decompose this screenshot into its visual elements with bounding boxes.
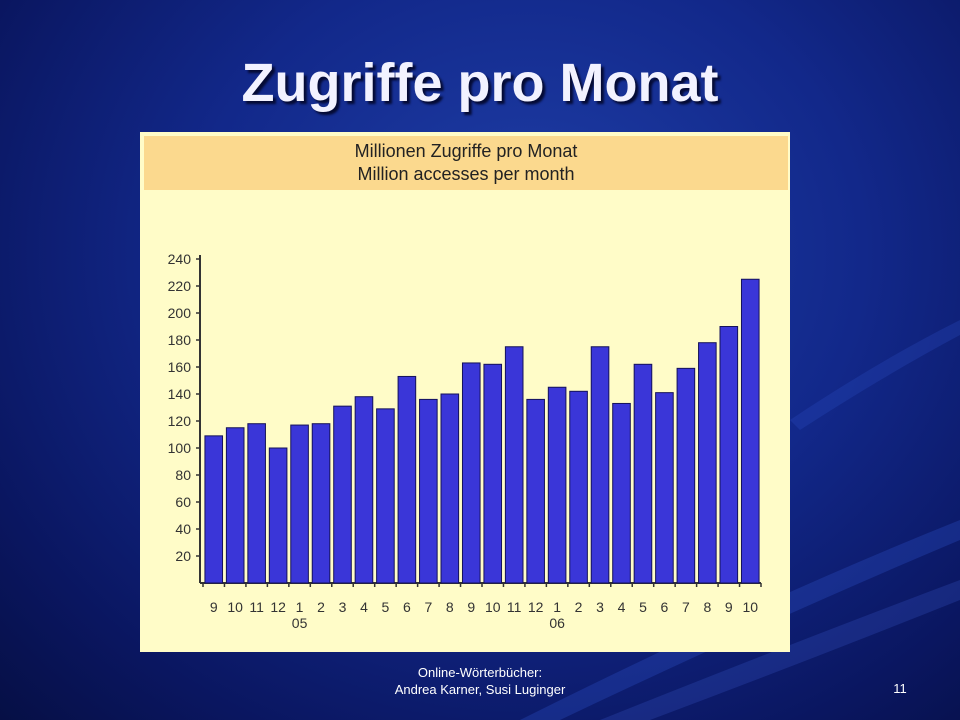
- y-tick-label: 220: [168, 278, 192, 294]
- x-tick-label: 4: [360, 599, 368, 615]
- x-tick-label: 10: [742, 599, 758, 615]
- bar: [311, 423, 331, 584]
- x-tick-label: 9: [210, 599, 218, 615]
- x-tick-label: 5: [382, 599, 390, 615]
- y-tick-label: 160: [168, 359, 192, 375]
- bar: [719, 326, 739, 584]
- bar: [225, 427, 245, 584]
- y-tick-label: 200: [168, 305, 192, 321]
- bar: [204, 435, 224, 584]
- y-tick-label: 100: [168, 440, 192, 456]
- x-tick-label: 10: [227, 599, 243, 615]
- bar: [354, 396, 374, 584]
- y-tick-label: 60: [175, 494, 191, 510]
- bar: [655, 392, 674, 584]
- y-tick-label: 140: [168, 386, 192, 402]
- x-tick-label: 9: [725, 599, 733, 615]
- bar: [590, 346, 610, 584]
- y-tick-label: 120: [168, 413, 192, 429]
- x-tick-label: 7: [682, 599, 690, 615]
- bar: [419, 398, 438, 584]
- y-tick-label: 80: [175, 467, 191, 483]
- y-tick-label: 20: [175, 548, 191, 564]
- x-tick-label: 1: [553, 599, 561, 615]
- y-tick-label: 40: [175, 521, 191, 537]
- x-tick-label: 6: [403, 599, 411, 615]
- x-tick-label: 2: [317, 599, 325, 615]
- x-tick-label: 1: [296, 599, 304, 615]
- footer-source: Online-Wörterbücher: Andrea Karner, Susi…: [330, 664, 630, 698]
- x-tick-label: 8: [446, 599, 454, 615]
- chart-title: Millionen Zugriffe pro Monat: [354, 141, 578, 161]
- x-tick-label: 2: [575, 599, 583, 615]
- x-tick-label: 5: [639, 599, 647, 615]
- bar: [612, 402, 631, 584]
- bar: [633, 363, 653, 584]
- bar: [247, 423, 266, 584]
- bar: [376, 408, 395, 584]
- y-tick-label: 180: [168, 332, 192, 348]
- bar: [333, 405, 352, 584]
- bar: [698, 342, 717, 584]
- chart-subtitle: Million accesses per month: [357, 164, 575, 184]
- chart-header: Millionen Zugriffe pro Monat Million acc…: [144, 136, 788, 190]
- footer-line-2: Andrea Karner, Susi Luginger: [394, 682, 566, 697]
- x-tick-label: 11: [249, 599, 264, 615]
- x-tick-label: 3: [339, 599, 347, 615]
- year-label: 05: [292, 615, 308, 631]
- bar: [440, 393, 460, 584]
- x-tick-label: 11: [507, 599, 522, 615]
- bar: [461, 362, 481, 584]
- year-label: 06: [549, 615, 565, 631]
- bar: [504, 346, 524, 584]
- slide-title: Zugriffe pro Monat: [241, 53, 719, 113]
- x-tick-label: 9: [467, 599, 475, 615]
- bar: [397, 375, 417, 584]
- bar: [290, 424, 309, 584]
- bar: [268, 447, 288, 584]
- slide-number: 11: [893, 681, 907, 696]
- bar: [547, 386, 567, 584]
- x-tick-label: 8: [703, 599, 711, 615]
- y-tick-label: 240: [168, 251, 192, 267]
- bar: [676, 367, 696, 584]
- footer-line-1: Online-Wörterbücher:: [417, 665, 543, 680]
- x-tick-label: 7: [424, 599, 432, 615]
- bar: [483, 363, 503, 584]
- x-tick-label: 4: [618, 599, 626, 615]
- x-tick-label: 12: [270, 599, 286, 615]
- bar: [569, 390, 588, 584]
- x-tick-label: 12: [528, 599, 544, 615]
- x-tick-label: 3: [596, 599, 604, 615]
- x-tick-label: 10: [485, 599, 501, 615]
- x-tick-label: 6: [661, 599, 669, 615]
- bar: [526, 398, 545, 584]
- bar: [740, 278, 760, 584]
- chart-panel: Millionen Zugriffe pro Monat Million acc…: [140, 132, 790, 652]
